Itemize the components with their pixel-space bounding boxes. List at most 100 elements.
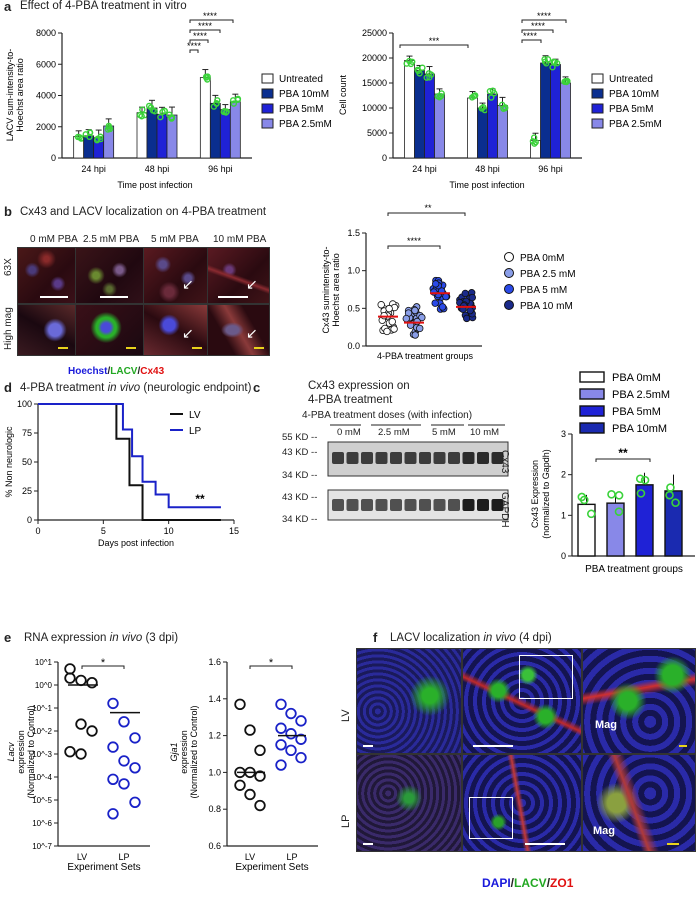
b-point [418, 313, 426, 322]
d-line-lv [38, 403, 221, 521]
blot-band-cx43 [390, 452, 402, 464]
c-ytick-label: 1 [561, 510, 566, 520]
b-ytick-label: 1.5 [347, 228, 360, 238]
f-stain-legend: DAPI/LACV/ZO1 [482, 876, 574, 890]
a-left-bar [209, 102, 221, 159]
e2-point-lp [275, 722, 287, 734]
a-right-point [500, 105, 507, 112]
c-point [635, 474, 645, 484]
b-point [432, 280, 440, 288]
b-legend-marker [504, 252, 514, 262]
a-right-bar [560, 82, 571, 159]
d-xtick-label: 0 [35, 526, 40, 536]
a-left-point [202, 73, 210, 80]
e2-point-lp [295, 751, 307, 764]
blot-band-cx43 [404, 452, 417, 464]
a-left-point [74, 133, 82, 141]
a-right-sig-4: **** [523, 31, 538, 41]
b-legend-marker [504, 284, 514, 294]
arrow-icon: ↙ [182, 325, 194, 341]
e1-ytick-label: 10^-1 [32, 704, 52, 713]
b-ytick-label: 0.5 [347, 303, 360, 313]
d-ytick-label: 75 [22, 428, 32, 438]
a-left-point [145, 102, 153, 110]
a-right-legend-swatch [591, 118, 604, 129]
c-point [614, 491, 624, 500]
c-bar-chart: 0 1 2 3 Cx43 Expression (normalized to Gapd… [530, 429, 695, 575]
a-left-bar [219, 109, 231, 159]
b-point [461, 289, 469, 298]
e1-point-lv [86, 725, 98, 737]
panel-label-d: d [4, 380, 12, 395]
a-left-point [168, 115, 175, 122]
d-xlabel: Days post infection [98, 538, 174, 548]
b-point [413, 317, 421, 326]
arrow-icon: ↙ [246, 276, 258, 292]
a-left-ytick-label: 6000 [36, 59, 56, 69]
a-right-point [563, 78, 570, 86]
c-legend-label: PBA 10mM [612, 423, 667, 435]
b-image-mag-0mm [17, 304, 76, 356]
a-left-bar [229, 101, 241, 159]
d-legend-lp: LP [189, 426, 202, 437]
b-point [438, 303, 447, 311]
c-legend-swatch [579, 405, 605, 417]
c-blot-header: 4-PBA treatment doses (with infection) [302, 410, 473, 421]
e-lacv-chart: 10^-7 10^-6 10^-5 10^-4 10^-3 10^-2 10^-1 10^0 1… [6, 657, 150, 873]
b-ytick-label: 0.0 [347, 341, 360, 351]
c-legend-label: PBA 0mM [612, 372, 661, 384]
a-left-legend-label: PBA 10mM [279, 89, 329, 100]
e1-point-lp [107, 808, 119, 820]
a-left-ytick-label: 0 [51, 153, 56, 163]
e2-ylabel-2: expression [179, 730, 189, 774]
e2-point-lp [285, 707, 297, 720]
blot-band-gapdh [404, 499, 417, 511]
c-mw-55: 55 KD -- [282, 432, 318, 443]
c-western-blot [327, 424, 509, 521]
a-left-point [97, 135, 104, 143]
e2-point-lv [234, 779, 246, 791]
blot-band-cx43 [419, 452, 431, 464]
c-ytick-label: 3 [561, 429, 566, 439]
e1-ylabel-1: Lacv [6, 742, 16, 762]
e1-point-lp [107, 697, 119, 710]
a-left-xtick-label: 24 hpi [81, 164, 106, 174]
a-right-ylabel: Cell count [338, 74, 348, 115]
a-right-point [532, 138, 539, 146]
a-left-ytick-label: 4000 [36, 91, 56, 101]
c-point [665, 490, 674, 500]
blot-band-gapdh [390, 499, 402, 511]
a-right-bar [550, 64, 561, 159]
a-left-point [220, 108, 228, 116]
a-left-point [139, 106, 146, 113]
d-ylabel: % Non neurologic [4, 426, 14, 498]
a-right-point [478, 105, 486, 112]
b-xlabel: 4-PBA treatment groups [377, 351, 474, 361]
b-scatter-chart: 0.0 0.5 1.0 1.5 Cx43 sumintensity-to- Hoech… [321, 203, 482, 361]
blot-band-gapdh [462, 499, 475, 511]
e2-point-lv [254, 799, 266, 812]
c-legend-swatch [579, 422, 605, 434]
panel-d-title: 4-PBA treatment in vivo (neurologic endp… [20, 382, 252, 394]
a-left-ylabel-2: Hoechst area ratio [15, 58, 25, 132]
b-ylabel-2: Hoechst area ratio [331, 253, 341, 327]
c-point [640, 475, 650, 485]
f-image-lv-low [356, 648, 462, 754]
a-left-point [230, 100, 238, 107]
e1-point-lv [86, 677, 98, 689]
a-right-legend-swatch [591, 88, 604, 99]
c-dose-0: 0 mM [337, 427, 361, 438]
panel-c-title-1: Cx43 expression on [308, 380, 410, 392]
panel-label-b: b [4, 204, 12, 219]
b-point [383, 327, 391, 336]
e1-ytick-label: 10^0 [35, 681, 53, 690]
e1-point-lv [75, 674, 87, 687]
e2-point-lp [285, 728, 297, 740]
a-right-sig-3: **** [531, 21, 546, 31]
a-left-legend-label: PBA 2.5mM [279, 119, 332, 130]
b-point [388, 317, 396, 326]
e2-ytick-label: 1.4 [208, 694, 221, 704]
e1-ytick-label: 10^1 [35, 658, 53, 667]
b-legend-label: PBA 0mM [520, 253, 564, 264]
